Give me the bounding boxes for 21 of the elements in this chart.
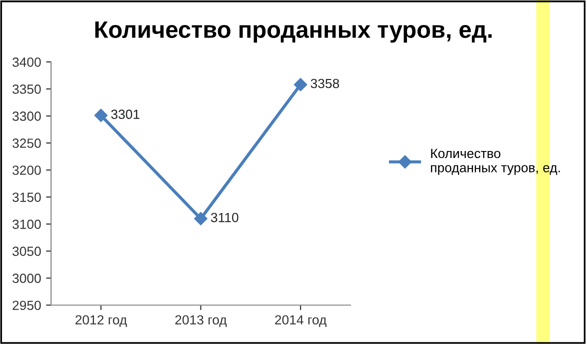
point [94,108,108,122]
y-tick-label: 3050 [12,246,41,256]
y-tick-label: 3300 [12,112,41,121]
y-tick-label: 3150 [12,192,41,202]
y-tick-label: 3400 [12,57,41,67]
y-tick-label: 2950 [12,300,41,310]
chart-title: Количество проданных туров, ед. [95,22,492,43]
y-tick-label: 3100 [12,220,41,229]
point [194,212,208,226]
legend-label: Количество проданных туров, ед. [430,148,560,175]
x-tick-label: 2012 год [75,315,127,328]
x-tick-label: 2013 год [175,315,227,328]
y-tick-label: 3250 [12,138,41,148]
data-label: 3358 [310,78,340,88]
data-label: 3110 [210,212,238,222]
y-tick-label: 3000 [12,274,41,284]
y-tick-label: 3350 [12,84,41,94]
point [294,78,308,92]
y-tick-label: 3200 [12,166,41,175]
data-label: 3301 [111,110,140,119]
x-tick-label: 2014 год [275,315,326,328]
